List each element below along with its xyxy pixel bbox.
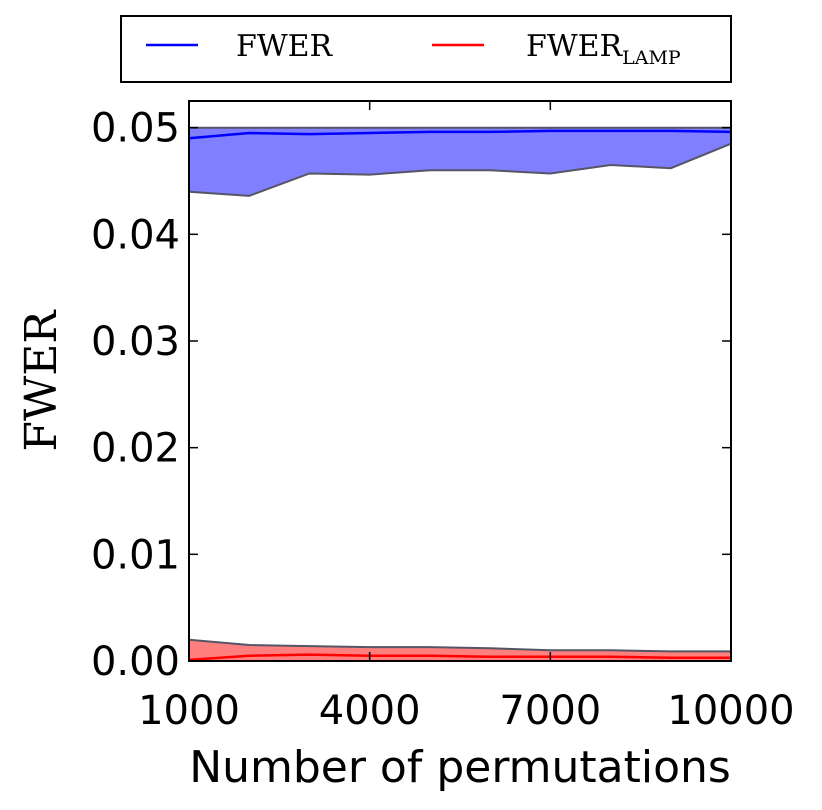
plot-area	[188, 100, 732, 662]
legend-label-fwer: FWER	[236, 29, 334, 64]
fwer-mean-line	[188, 129, 732, 140]
fwer_lamp-band-upper-edge	[188, 638, 731, 653]
legend-label-fwer-lamp: FWERLAMP	[526, 29, 681, 69]
x-tick-label: 4000	[319, 688, 421, 734]
fwer-confidence-band	[189, 127, 731, 196]
y-tick-label: 0.00	[91, 639, 180, 685]
series-lines	[188, 129, 732, 662]
legend-frame	[120, 15, 732, 83]
legend: FWER FWERLAMP	[120, 15, 732, 83]
y-tick-label: 0.02	[91, 426, 180, 472]
x-tick-label: 1000	[138, 688, 240, 734]
y-tick-label: 0.03	[91, 319, 180, 365]
fwer-band-lower-edge	[188, 142, 732, 197]
fwer_lamp-mean-line	[188, 653, 731, 662]
y-axis-label: FWER	[16, 309, 67, 452]
legend-label-fwer-lamp-subscript: LAMP	[622, 47, 681, 69]
y-tick-label: 0.05	[91, 106, 180, 152]
y-tick-label: 0.01	[91, 532, 180, 578]
x-tick-label: 7000	[499, 688, 601, 734]
axis-ticks	[188, 101, 732, 662]
x-axis-label: Number of permutations	[189, 742, 731, 793]
y-tick-label: 0.04	[91, 212, 180, 258]
y-tick-labels: 0.00 0.01 0.02 0.03 0.04 0.05	[91, 106, 180, 685]
confidence-bands	[188, 126, 732, 662]
x-tick-label: 10000	[667, 688, 794, 734]
x-tick-labels: 1000 4000 7000 10000	[138, 688, 795, 734]
axes-frame	[188, 100, 732, 662]
legend-label-fwer-lamp-main: FWER	[526, 29, 624, 64]
